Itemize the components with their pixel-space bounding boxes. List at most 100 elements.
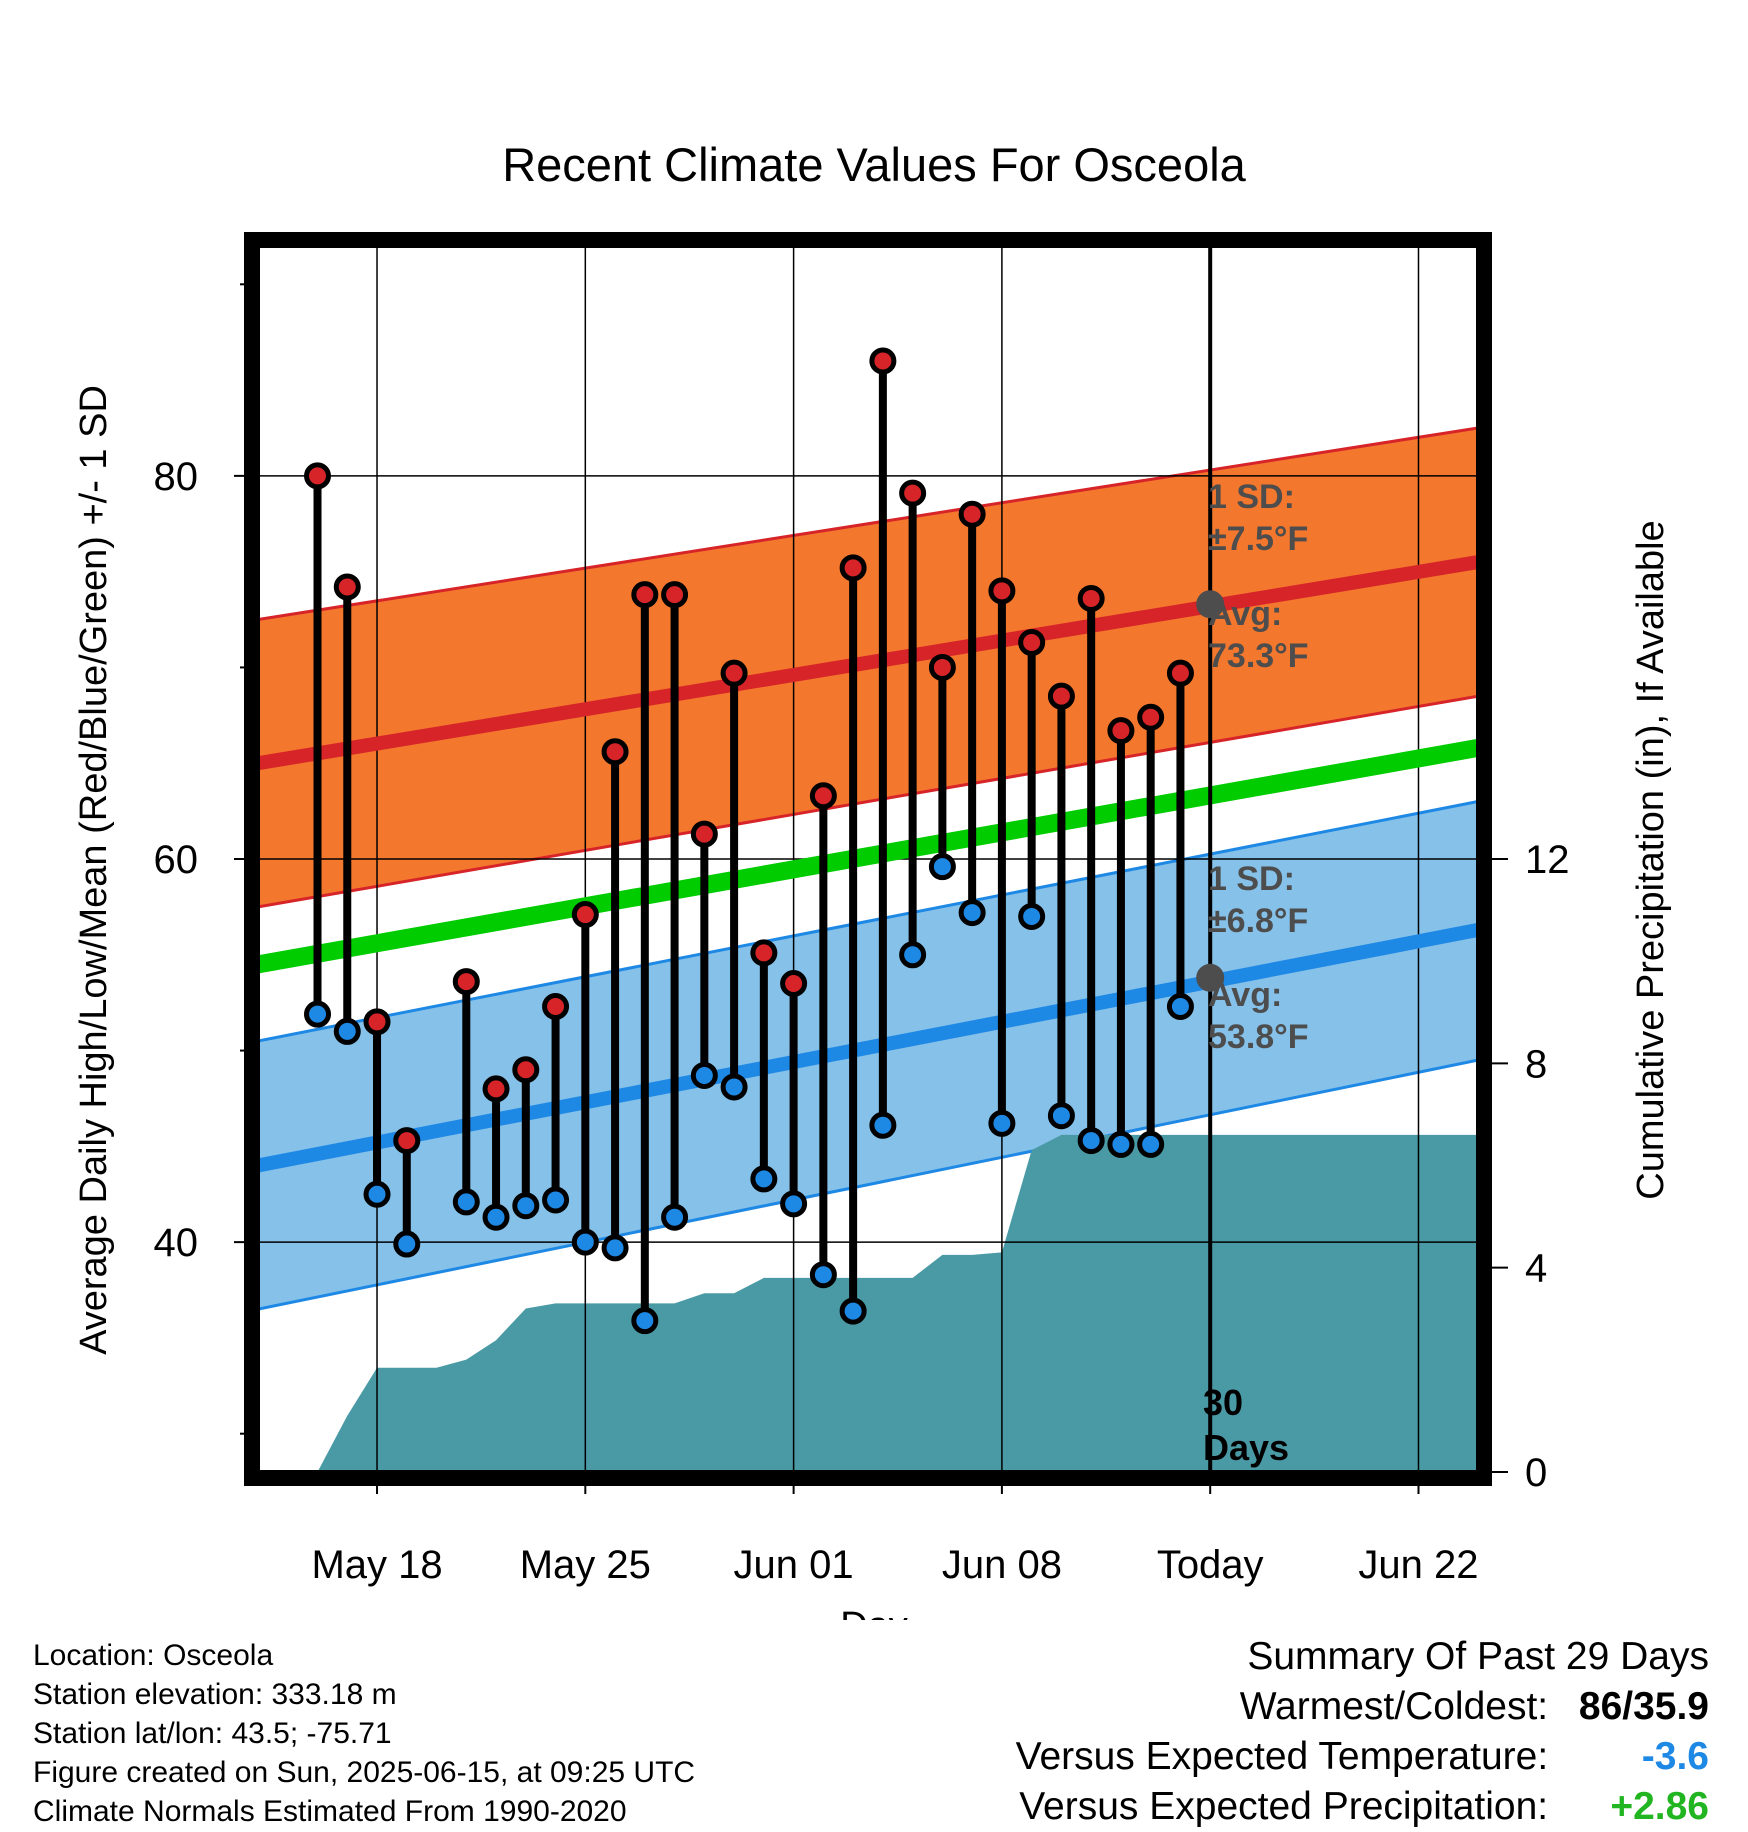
- mean-normal-line: [258, 739, 1478, 974]
- low-point: [988, 1109, 1016, 1137]
- station-info: Location: Osceola Station elevation: 333…: [33, 1636, 695, 1831]
- x-tick-label: May 25: [520, 1543, 651, 1587]
- high-point: [333, 573, 361, 601]
- summary-warmest-row: Warmest/Coldest: 86/35.9: [1016, 1682, 1709, 1732]
- low-point: [631, 1307, 659, 1335]
- high-point: [988, 577, 1016, 605]
- low-sd-band-upper-edge: [258, 800, 1478, 1043]
- high-point: [928, 653, 956, 681]
- low-point: [482, 1203, 510, 1231]
- high-point: [1137, 703, 1165, 731]
- chart-title: Recent Climate Values For Osceola: [502, 138, 1246, 191]
- high-point: [512, 1056, 540, 1084]
- low-point: [1137, 1130, 1165, 1158]
- low-avg-annotation-line2: 53.8°F: [1208, 1018, 1309, 1056]
- high-point: [809, 782, 837, 810]
- axes: [234, 232, 1508, 1494]
- low-point: [839, 1297, 867, 1325]
- high-point: [1107, 717, 1135, 745]
- high-point: [899, 479, 927, 507]
- annotations: 1 SD: ±7.5°F Avg: 73.3°F 1 SD: ±6.8°F Avg: 53.8…: [1203, 478, 1309, 1468]
- low-sd-band: [258, 801, 1478, 1310]
- summary-precip-row: Versus Expected Precipitation: +2.86: [1016, 1782, 1709, 1832]
- y-right-tick-label: 12: [1525, 838, 1570, 882]
- low-point: [393, 1230, 421, 1258]
- daily-range-stems: [313, 360, 1185, 1321]
- low-point: [690, 1061, 718, 1089]
- window-annotation-line2: Days: [1203, 1427, 1289, 1468]
- high-point: [363, 1008, 391, 1036]
- x-tick-label: Jun 08: [942, 1543, 1062, 1587]
- summary-temp-row: Versus Expected Temperature: -3.6: [1016, 1732, 1709, 1782]
- high-point: [1166, 659, 1194, 687]
- high-point: [631, 581, 659, 609]
- location-text: Location: Osceola: [33, 1639, 274, 1672]
- y-right-tick-label: 0: [1525, 1451, 1547, 1495]
- low-point: [304, 1000, 332, 1028]
- low-point: [869, 1111, 897, 1139]
- climate-chart: Recent Climate Values For Osceola May 18…: [73, 138, 1672, 1620]
- low-point: [333, 1017, 361, 1045]
- high-point: [542, 993, 570, 1021]
- high-point: [1018, 629, 1046, 657]
- y-axis-right-title: Cumulative Precipitation (in), If Availa…: [1630, 520, 1672, 1199]
- low-sd-band-lower-edge: [258, 1058, 1478, 1311]
- high-normal-line: [258, 555, 1478, 771]
- low-point: [452, 1188, 480, 1216]
- high-point: [304, 462, 332, 490]
- high-point: [1077, 584, 1105, 612]
- low-point: [512, 1192, 540, 1220]
- low-point: [542, 1186, 570, 1214]
- high-point: [780, 970, 808, 998]
- high-sd-band-upper-edge: [258, 426, 1478, 622]
- high-point: [720, 659, 748, 687]
- high-point: [452, 968, 480, 996]
- temp-anomaly-value: -3.6: [1641, 1735, 1709, 1778]
- x-tick-label: Jun 01: [734, 1543, 854, 1587]
- low-sd-annotation-line2: ±6.8°F: [1208, 902, 1308, 940]
- elevation-text: Station elevation: 333.18 m: [33, 1678, 397, 1711]
- low-point: [958, 899, 986, 927]
- low-point: [750, 1165, 778, 1193]
- low-normal-line: [258, 923, 1478, 1173]
- summary-panel: Summary Of Past 29 Days Warmest/Coldest:…: [1016, 1632, 1709, 1832]
- y-right-tick-label: 4: [1525, 1247, 1547, 1291]
- high-avg-marker: [1196, 590, 1225, 619]
- high-point: [958, 500, 986, 528]
- low-avg-annotation-line1: Avg:: [1208, 976, 1282, 1014]
- low-point: [1077, 1127, 1105, 1155]
- warmest-value: 86/35.9: [1578, 1685, 1709, 1728]
- high-avg-annotation-line2: 73.3°F: [1208, 637, 1309, 675]
- high-point: [482, 1075, 510, 1103]
- low-point: [363, 1180, 391, 1208]
- precip-anomaly-label: Versus Expected Precipitation:: [1019, 1785, 1549, 1828]
- low-point: [1018, 902, 1046, 930]
- low-point: [899, 941, 927, 969]
- low-point: [720, 1073, 748, 1101]
- normal-lines: [258, 246, 1478, 1472]
- low-sd-annotation-line1: 1 SD:: [1208, 860, 1295, 898]
- normals-text: Climate Normals Estimated From 1990-2020: [33, 1795, 627, 1828]
- warmest-label: Warmest/Coldest:: [1239, 1685, 1549, 1728]
- high-point: [839, 554, 867, 582]
- low-point: [1107, 1130, 1135, 1158]
- low-point: [1047, 1102, 1075, 1130]
- high-sd-annotation-line1: 1 SD:: [1208, 478, 1295, 516]
- x-tick-label: Today: [1157, 1543, 1264, 1587]
- axis-labels: May 18 May 25 Jun 01 Jun 08 Today Jun 2240608…: [73, 385, 1672, 1620]
- low-point: [780, 1190, 808, 1218]
- high-sd-annotation-line2: ±7.5°F: [1208, 520, 1308, 558]
- x-tick-label: May 18: [311, 1543, 442, 1587]
- y-left-tick-label: 40: [154, 1221, 199, 1265]
- low-point: [571, 1228, 599, 1256]
- y-left-tick-label: 80: [154, 455, 199, 499]
- y-axis-left-title: Average Daily High/Low/Mean (Red/Blue/Gr…: [73, 385, 115, 1355]
- low-point: [601, 1234, 629, 1262]
- high-point: [601, 738, 629, 766]
- x-axis-title: Day: [840, 1605, 908, 1620]
- latlon-text: Station lat/lon: 43.5; -75.71: [33, 1717, 392, 1750]
- y-right-tick-label: 8: [1525, 1042, 1547, 1086]
- high-avg-annotation-line1: Avg:: [1208, 595, 1282, 633]
- summary-heading: Summary Of Past 29 Days: [1247, 1635, 1709, 1678]
- high-point: [661, 581, 689, 609]
